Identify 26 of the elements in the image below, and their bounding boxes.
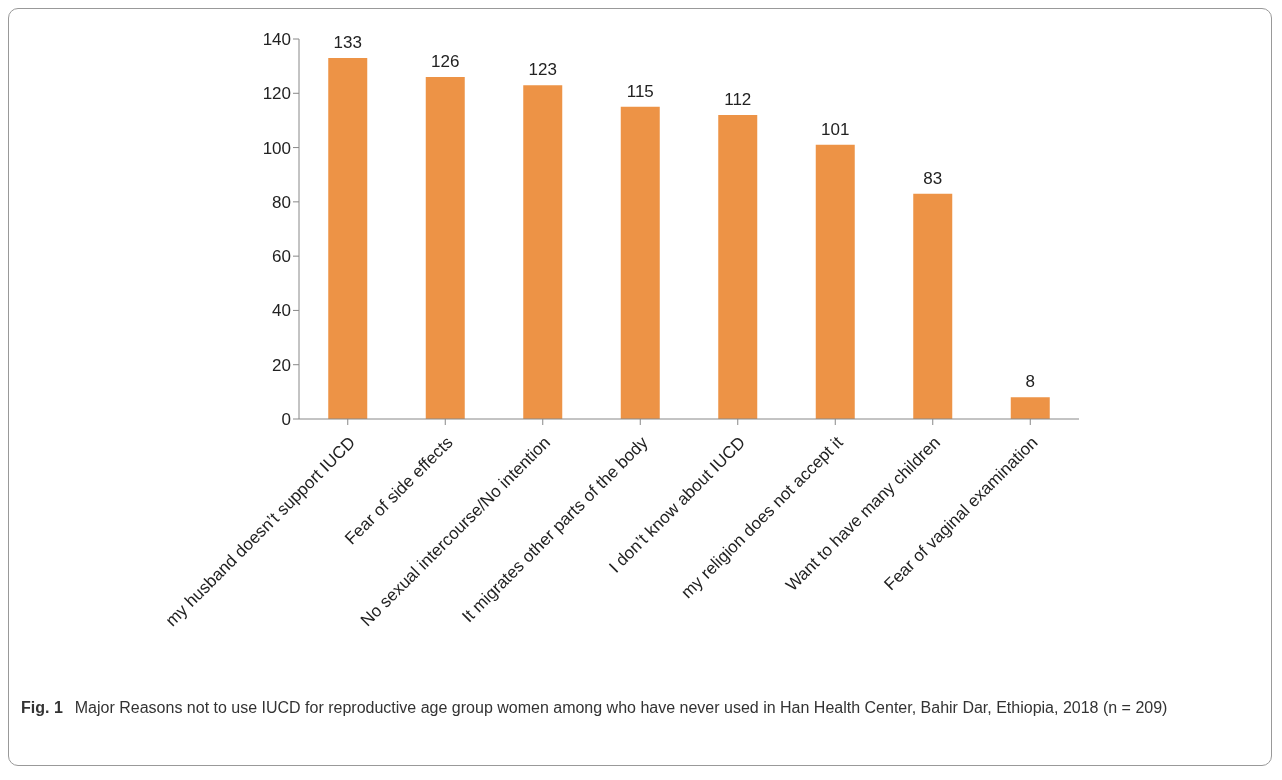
bar <box>718 115 758 419</box>
bar <box>815 144 855 419</box>
data-label: 101 <box>821 119 850 139</box>
data-label: 112 <box>724 90 752 109</box>
y-tick-label: 20 <box>272 355 291 375</box>
data-label: 133 <box>333 33 362 52</box>
bar <box>328 58 368 419</box>
data-label: 83 <box>923 168 943 188</box>
data-label: 123 <box>528 60 557 80</box>
text: Major Reasons not to use IUCD for reproductive age group women among who have never used in Han Health Center, Bahir Dar, Ethiopia, 2018 (n = 209) <box>74 699 1168 716</box>
caption: Fig. 1 <box>21 699 63 716</box>
y-tick-label: 60 <box>272 247 291 267</box>
data-label: 126 <box>431 52 460 71</box>
y-tick-label: 100 <box>262 138 291 158</box>
data-label: 115 <box>626 81 654 101</box>
y-tick-label: 80 <box>272 192 291 212</box>
y-tick-label: 0 <box>281 410 291 430</box>
bar <box>913 193 953 419</box>
bar <box>620 106 660 419</box>
bar <box>1010 397 1050 419</box>
bar <box>523 85 563 419</box>
y-tick-label: 140 <box>262 30 291 50</box>
data-label: 8 <box>1025 372 1035 392</box>
bar <box>425 77 465 419</box>
y-tick-label: 40 <box>272 301 291 321</box>
y-tick-label: 120 <box>262 84 291 104</box>
